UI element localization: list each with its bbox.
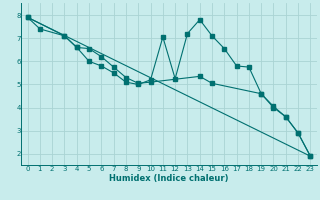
X-axis label: Humidex (Indice chaleur): Humidex (Indice chaleur)	[109, 174, 229, 183]
